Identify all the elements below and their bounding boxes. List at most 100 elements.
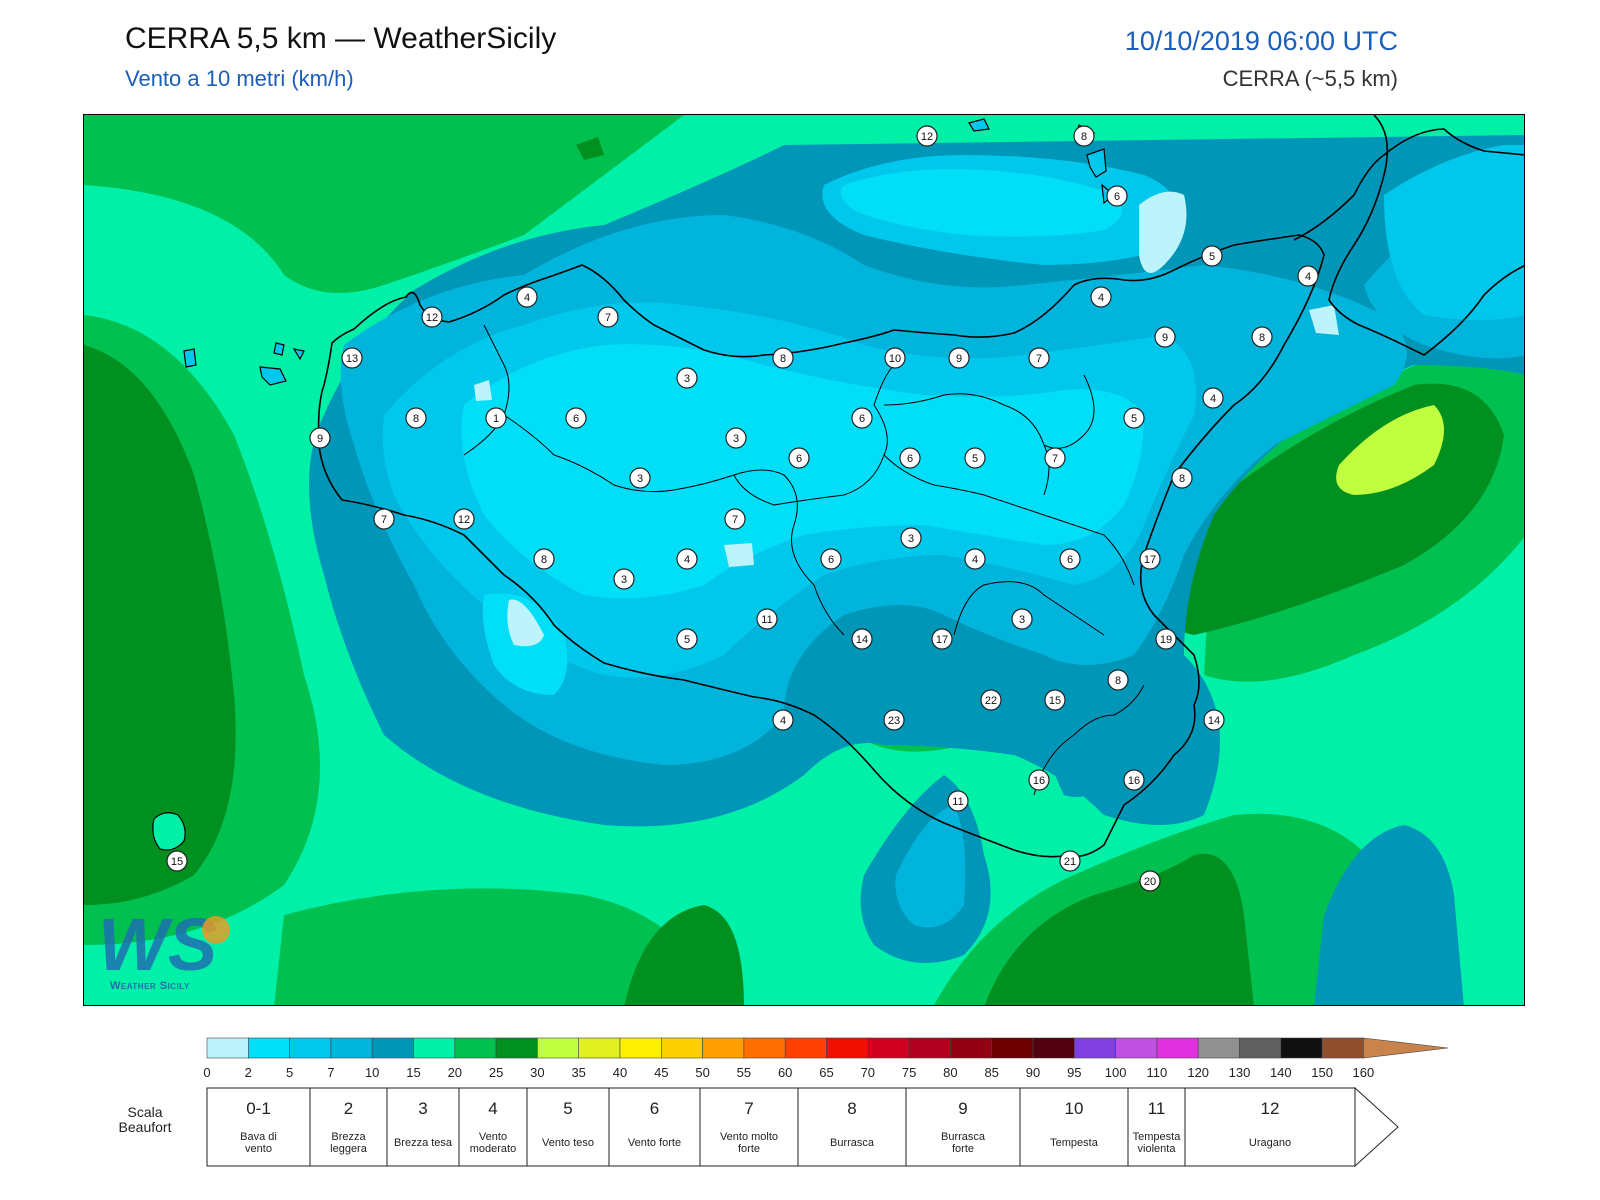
station-value: 3 xyxy=(733,433,739,445)
beaufort-cell: 11 Tempesta violenta xyxy=(1127,1087,1186,1167)
station-label: 7 xyxy=(597,306,619,328)
station-value: 5 xyxy=(1131,413,1137,425)
wind-band-lime xyxy=(1336,405,1444,495)
station-value: 3 xyxy=(908,533,914,545)
station-label: 17 xyxy=(931,628,953,650)
beaufort-label: Bava di vento xyxy=(240,1131,277,1155)
wind-band-dark-green xyxy=(576,137,604,160)
station-label: 3 xyxy=(676,367,698,389)
scale-tick-label: 5 xyxy=(286,1065,293,1080)
station-value: 20 xyxy=(1144,876,1156,888)
station-value: 3 xyxy=(637,473,643,485)
station-value: 17 xyxy=(936,634,948,646)
scale-tick-label: 50 xyxy=(695,1065,709,1080)
scale-arrow xyxy=(1363,1037,1449,1059)
scale-swatch xyxy=(289,1037,332,1059)
station-value: 15 xyxy=(1049,695,1061,707)
station-label: 16 xyxy=(1028,769,1050,791)
beaufort-title: Scala xyxy=(127,1104,162,1120)
scale-swatch xyxy=(371,1037,414,1059)
beaufort-label: Uragano xyxy=(1249,1137,1291,1149)
scale-tick-label: 70 xyxy=(861,1065,875,1080)
station-label: 7 xyxy=(373,508,395,530)
scale-swatch xyxy=(702,1037,745,1059)
beaufort-cell: 9 Burrasca forte xyxy=(905,1087,1021,1167)
forecast-datetime: 10/10/2019 06:00 UTC xyxy=(1124,26,1398,56)
station-label: 8 xyxy=(1073,125,1095,147)
station-label: 23 xyxy=(883,709,905,731)
station-label: 4 xyxy=(964,548,986,570)
scale-swatch xyxy=(1280,1037,1323,1059)
scale-swatch xyxy=(1239,1037,1282,1059)
station-label: 8 xyxy=(772,347,794,369)
station-value: 19 xyxy=(1160,634,1172,646)
beaufort-number: 3 xyxy=(418,1099,427,1118)
scale-tick-label: 150 xyxy=(1311,1065,1333,1080)
scale-swatch xyxy=(1074,1037,1116,1059)
beaufort-title-line2: Beaufort xyxy=(119,1119,172,1135)
scale-swatch xyxy=(991,1037,1034,1059)
scale-swatch xyxy=(784,1037,827,1059)
beaufort-label: Vento forte xyxy=(628,1137,681,1149)
station-label: 4 xyxy=(516,286,538,308)
station-label: 6 xyxy=(788,447,810,469)
station-value: 10 xyxy=(889,353,901,365)
scale-tick-label: 25 xyxy=(489,1065,503,1080)
station-label: 14 xyxy=(1203,709,1225,731)
station-label: 16 xyxy=(1123,769,1145,791)
scale-swatch xyxy=(206,1037,249,1059)
station-label: 3 xyxy=(613,568,635,590)
station-value: 8 xyxy=(1179,473,1185,485)
station-label: 11 xyxy=(947,790,969,812)
wind-band-dark-green xyxy=(984,853,1254,1005)
beaufort-number: 12 xyxy=(1261,1099,1280,1118)
scale-swatch xyxy=(578,1037,621,1059)
beaufort-label: Tempesta xyxy=(1050,1137,1099,1149)
station-value: 5 xyxy=(972,453,978,465)
scale-tick-label: 15 xyxy=(406,1065,420,1080)
station-value: 16 xyxy=(1128,775,1140,787)
station-label: 3 xyxy=(629,467,651,489)
beaufort-number: 0-1 xyxy=(246,1099,271,1118)
province-borders xyxy=(463,324,1145,796)
scale-swatch xyxy=(1321,1037,1364,1059)
scale-swatch xyxy=(454,1037,497,1059)
station-label: 6 xyxy=(1059,548,1081,570)
scale-swatch xyxy=(248,1037,290,1059)
station-value: 8 xyxy=(780,353,786,365)
scale-swatch xyxy=(826,1037,869,1059)
scale-tick-label: 90 xyxy=(1026,1065,1040,1080)
station-value: 7 xyxy=(1036,353,1042,365)
scale-swatch xyxy=(743,1037,786,1059)
wind-band-pale xyxy=(724,543,754,567)
wind-map[interactable]: 12 8 6 5 4 4 7 12 4 9 8 13 8 10 9 7 3 4 8 1 6 6 5 9 3 6 6 5 7 3 8 7 12 7 3… xyxy=(83,114,1525,1006)
station-label: 8 xyxy=(405,407,427,429)
beaufort-label: Tempesta violenta xyxy=(1133,1131,1182,1155)
station-value: 7 xyxy=(732,514,738,526)
beaufort-number: 10 xyxy=(1065,1099,1084,1118)
station-value: 6 xyxy=(1067,554,1073,566)
station-value: 4 xyxy=(780,715,786,727)
beaufort-label: Vento moderato xyxy=(470,1131,516,1155)
scale-tick-label: 65 xyxy=(819,1065,833,1080)
wind-band-green xyxy=(84,115,684,293)
coastline-sicily xyxy=(317,234,1325,858)
station-value: 8 xyxy=(1115,675,1121,687)
wind-band-dark-green xyxy=(624,905,744,1005)
station-value: 12 xyxy=(426,312,438,324)
logo-subtext: Weather Sicily xyxy=(110,980,190,992)
wind-band-teal xyxy=(1041,635,1128,797)
scale-tick-label: 60 xyxy=(778,1065,792,1080)
wind-band-teal xyxy=(1314,825,1464,1005)
station-value: 14 xyxy=(856,634,868,646)
scale-tick-label: 85 xyxy=(984,1065,998,1080)
wind-band-blue xyxy=(895,805,966,928)
station-label: 3 xyxy=(900,527,922,549)
beaufort-arrow xyxy=(1354,1086,1399,1168)
scale-swatch xyxy=(950,1037,993,1059)
station-label: 12 xyxy=(453,508,475,530)
scale-swatch xyxy=(660,1037,703,1059)
beaufort-label: Vento teso xyxy=(542,1137,594,1149)
station-value: 21 xyxy=(1064,856,1076,868)
scale-tick-label: 140 xyxy=(1270,1065,1292,1080)
